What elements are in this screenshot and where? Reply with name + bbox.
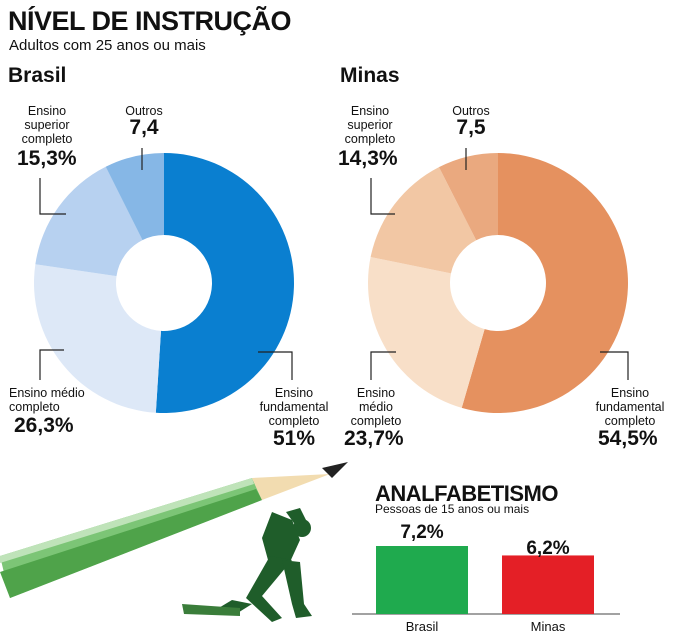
bar-minas-category: Minas bbox=[530, 619, 566, 634]
minas-slice-1 bbox=[368, 257, 485, 408]
brasil-donut bbox=[33, 153, 294, 413]
brasil-slice-2 bbox=[35, 166, 143, 277]
minas-outros-label: Outros bbox=[452, 104, 490, 118]
bar-minas-value: 6,2% bbox=[526, 538, 570, 559]
pencil-lead bbox=[322, 462, 348, 478]
minas-donut bbox=[368, 153, 629, 413]
bar-brasil bbox=[376, 546, 468, 614]
analfabetismo-subtitle: Pessoas de 15 anos ou mais bbox=[375, 502, 530, 516]
page-subtitle: Adultos com 25 anos ou mais bbox=[9, 37, 206, 54]
minas-superior-value: 14,3% bbox=[338, 147, 398, 170]
leader-minas-medio bbox=[370, 351, 396, 380]
bar-brasil-category: Brasil bbox=[405, 619, 439, 634]
pencil-body-shade bbox=[0, 489, 262, 598]
brasil-superior-label: Ensino superior completo bbox=[21, 104, 73, 146]
leader-minas-fundamental bbox=[600, 351, 629, 380]
brasil-slice-1 bbox=[33, 264, 161, 413]
minas-medio-value: 23,7% bbox=[344, 427, 404, 450]
worker-torso bbox=[262, 512, 300, 562]
minas-outros-value: 7,5 bbox=[456, 116, 486, 139]
brasil-medio-value: 26,3% bbox=[14, 414, 74, 437]
leader-brasil-fundamental bbox=[258, 351, 293, 380]
brasil-fundamental-label: Ensino fundamental completo bbox=[259, 386, 329, 428]
analfabetismo-bar-chart bbox=[352, 546, 620, 615]
minas-fundamental-value: 54,5% bbox=[598, 427, 658, 450]
brasil-outros-value: 7,4 bbox=[129, 116, 159, 139]
leader-lines bbox=[39, 148, 629, 380]
worker-arm bbox=[286, 508, 306, 526]
worker-figure-icon bbox=[182, 508, 312, 622]
minas-slice-3 bbox=[438, 153, 498, 241]
pencil-illustration bbox=[0, 462, 348, 598]
page-title: NÍVEL DE INSTRUÇÃO bbox=[8, 6, 292, 36]
bar-minas bbox=[502, 555, 594, 614]
minas-superior-label: Ensino superior completo bbox=[344, 104, 396, 146]
leader-brasil-superior bbox=[39, 178, 66, 215]
minas-slice-2 bbox=[370, 167, 477, 274]
worker-shadow bbox=[182, 604, 240, 616]
brasil-chart-title: Brasil bbox=[8, 64, 67, 87]
worker-leg-back bbox=[246, 556, 292, 622]
pencil-body-highlight bbox=[0, 478, 254, 563]
worker-leg-front bbox=[282, 560, 312, 618]
minas-medio-label: Ensino médio completo bbox=[350, 386, 402, 428]
analfabetismo-title: ANALFABETISMO bbox=[375, 481, 558, 506]
leader-brasil-medio bbox=[39, 349, 64, 380]
brasil-outros-label: Outros bbox=[125, 104, 163, 118]
bar-brasil-value: 7,2% bbox=[400, 522, 444, 543]
brasil-superior-value: 15,3% bbox=[17, 147, 77, 170]
brasil-slice-3 bbox=[105, 153, 164, 241]
minas-fundamental-label: Ensino fundamental completo bbox=[595, 386, 665, 428]
pencil-wood-tip bbox=[252, 474, 330, 500]
brasil-medio-label: Ensino médio completo bbox=[9, 386, 85, 414]
minas-slice-0 bbox=[461, 153, 629, 413]
brasil-slice-0 bbox=[155, 153, 294, 413]
leader-minas-superior bbox=[370, 178, 395, 215]
minas-chart-title: Minas bbox=[340, 64, 400, 87]
brasil-fundamental-value: 51% bbox=[272, 427, 316, 450]
